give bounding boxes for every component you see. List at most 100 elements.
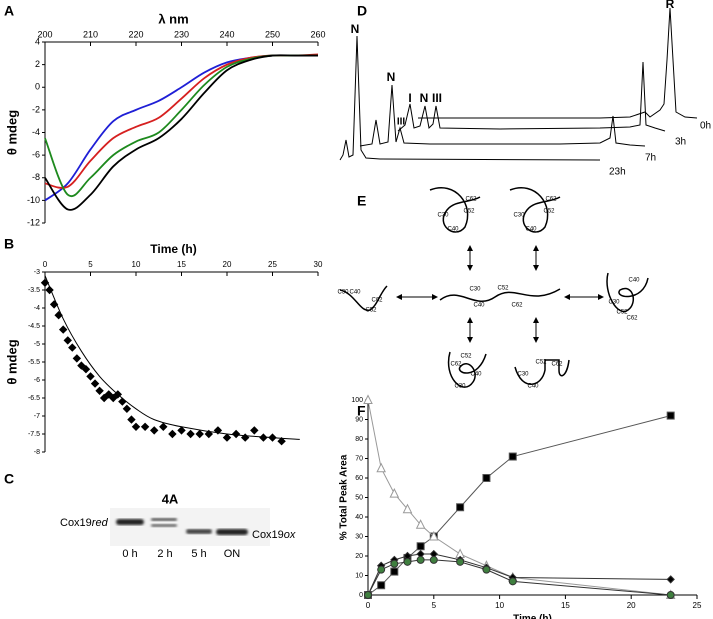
residue-label: C62: [551, 362, 563, 368]
marker: [666, 411, 675, 420]
label-part: Cox19: [60, 517, 92, 529]
y-axis-label: % Total Peak Area: [339, 454, 350, 540]
conformation: [439, 288, 561, 303]
lane-label: 0 h: [122, 548, 137, 560]
panel-letter: B: [4, 236, 14, 252]
marker: [131, 422, 141, 432]
series-line: [44, 54, 318, 202]
x-tick-label: 220: [128, 29, 143, 39]
marker: [159, 422, 168, 432]
residue-label: C52: [463, 209, 475, 215]
residue-label: C62: [511, 303, 523, 309]
gel-band: [151, 518, 177, 521]
marker: [222, 433, 232, 442]
marker: [168, 429, 177, 439]
y-tick-label: -8: [32, 172, 40, 182]
conformation: [429, 187, 481, 233]
y-tick-label: -6.5: [28, 395, 40, 402]
marker: [63, 336, 72, 345]
y-tick-label: 100: [351, 397, 363, 404]
peak-label: III: [432, 91, 442, 105]
conformation: [514, 359, 570, 385]
residue-label: C30: [513, 213, 525, 219]
marker: [118, 397, 127, 406]
conformation: [606, 272, 649, 313]
residue-label: C52: [365, 308, 377, 314]
x-tick-label: 0: [366, 601, 371, 610]
marker: [666, 591, 675, 599]
residue-label: C52: [616, 310, 628, 316]
marker: [77, 361, 86, 370]
y-axis-label: θ mdeg: [4, 339, 19, 384]
lane-label: ON: [224, 548, 241, 560]
residue-label: C52: [497, 286, 509, 292]
marker: [186, 429, 195, 439]
y-tick-label: -8: [34, 449, 40, 456]
y-tick-label: -10: [27, 195, 40, 205]
marker: [72, 354, 82, 363]
y-tick-label: -4: [34, 305, 40, 312]
panel-letter: A: [4, 3, 14, 19]
trace-label: 3h: [675, 137, 686, 148]
marker: [429, 555, 438, 564]
gel: [110, 508, 270, 546]
residue-label: C40: [349, 290, 361, 296]
series-line: [44, 53, 319, 189]
conformation: [509, 187, 561, 233]
residue-label: C52: [535, 360, 547, 366]
marker: [377, 565, 386, 574]
x-tick-label: 5: [432, 601, 437, 610]
x-tick-label: 10: [495, 601, 504, 610]
x-tick-label: 15: [177, 260, 186, 269]
marker: [364, 591, 372, 599]
marker: [508, 452, 517, 461]
panel-letter: C: [4, 471, 14, 487]
marker: [177, 426, 186, 435]
label-part: red: [92, 517, 109, 529]
x-tick-label: 240: [219, 29, 234, 39]
marker: [416, 555, 425, 564]
trace-label: 23h: [609, 167, 626, 178]
conformation: [447, 351, 487, 388]
residue-label: C62: [371, 298, 383, 304]
x-tick-label: 210: [83, 29, 98, 39]
x-tick-label: 20: [627, 601, 636, 610]
y-tick-label: 50: [355, 494, 363, 501]
peak-label: R: [666, 0, 675, 11]
gel-band: [186, 529, 212, 534]
panel-letter: E: [357, 193, 366, 209]
y-tick-label: 10: [355, 572, 363, 579]
marker: [122, 404, 132, 414]
marker: [95, 386, 104, 396]
residue-label: C62: [545, 197, 557, 203]
y-tick-label: -6: [32, 150, 40, 160]
marker: [456, 503, 465, 512]
label-part: Cox19: [252, 529, 284, 541]
gel-background: [110, 508, 270, 546]
y-tick-label: -4: [32, 127, 40, 137]
marker: [666, 575, 675, 584]
gel-title: 4A: [162, 491, 179, 506]
x-tick-label: 5: [88, 260, 93, 269]
x-tick-label: 15: [561, 601, 570, 610]
marker: [231, 429, 241, 439]
residue-label: C40: [473, 303, 485, 309]
x-tick-label: 25: [693, 601, 702, 610]
series-line: [44, 54, 318, 211]
marker: [402, 503, 413, 514]
trace: [339, 35, 601, 161]
gel-band: [216, 529, 248, 535]
y-tick-label: -3: [34, 269, 40, 276]
marker: [363, 394, 373, 404]
panel-letter: D: [357, 3, 367, 19]
trace: [397, 61, 666, 132]
gel-label: Cox19red: [60, 517, 109, 529]
residue-label: C30: [454, 384, 466, 390]
marker: [482, 565, 491, 574]
marker: [377, 581, 386, 590]
x-axis-label: Time (h): [513, 614, 552, 619]
residue-label: C52: [460, 354, 472, 360]
marker: [376, 462, 386, 473]
x-tick-label: 230: [174, 29, 189, 39]
conformation: [339, 285, 388, 311]
